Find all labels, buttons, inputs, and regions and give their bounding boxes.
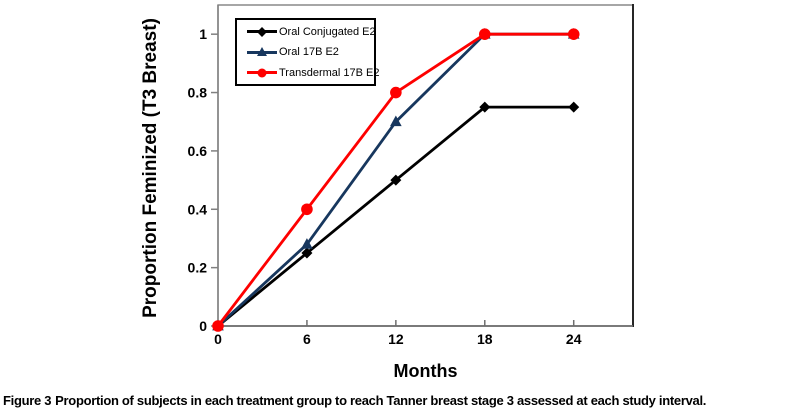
y-tick-label: 0.8	[188, 85, 208, 101]
data-point-2-4	[567, 28, 580, 40]
line-diamond-marker-icon	[247, 26, 277, 37]
legend-item-transdermal-17b-e2: Transdermal 17B E2	[247, 64, 379, 82]
y-tick-label: 0.6	[188, 143, 208, 159]
legend-item-oral-conjugated-e2: Oral Conjugated E2	[247, 23, 376, 41]
figure-caption-label: Figure 3	[3, 393, 52, 408]
y-tick-label: 0	[199, 318, 207, 334]
x-tick-label: 24	[566, 331, 582, 347]
data-point-0-2	[390, 174, 402, 186]
legend-label: Transdermal 17B E2	[279, 66, 380, 79]
data-point-1-1	[301, 238, 313, 249]
data-point-0-3	[479, 101, 491, 113]
data-point-0-4	[568, 101, 580, 113]
y-tick-label: 0.2	[188, 260, 208, 276]
chart-svg: 0 0.2 0.4 0.6 0.8 1 0 6 12 18 24	[188, 4, 634, 347]
x-tick-label: 18	[477, 331, 493, 347]
x-axis-title: Months	[393, 361, 458, 381]
line-triangle-marker-icon	[247, 47, 277, 57]
data-point-2-3	[478, 28, 491, 40]
x-tick-label: 0	[214, 331, 222, 347]
y-tick-label: 0.4	[188, 201, 208, 217]
figure-caption-text: Proportion of subjects in each treatment…	[55, 393, 707, 408]
y-tick-label: 1	[199, 26, 207, 42]
x-tick-label: 12	[388, 331, 404, 347]
legend-label: Oral Conjugated E2	[279, 25, 376, 38]
line-circle-marker-icon	[247, 68, 277, 77]
chart-legend: Oral Conjugated E2 Oral 17B E2 Transderm…	[235, 18, 379, 86]
data-point-2-2	[390, 86, 402, 99]
data-point-2-0	[212, 320, 224, 332]
x-tick-label: 6	[303, 331, 311, 347]
data-point-0-1	[301, 247, 313, 259]
data-point-1-2	[390, 115, 402, 127]
data-point-2-1	[301, 203, 313, 216]
legend-item-oral-17b-e2: Oral 17B E2	[247, 43, 374, 61]
figure-caption: Figure 3 Proportion of subjects in each t…	[3, 393, 793, 408]
y-axis-title: Proportion Feminized (T3 Breast)	[140, 18, 161, 318]
legend-label: Oral 17B E2	[279, 46, 339, 58]
